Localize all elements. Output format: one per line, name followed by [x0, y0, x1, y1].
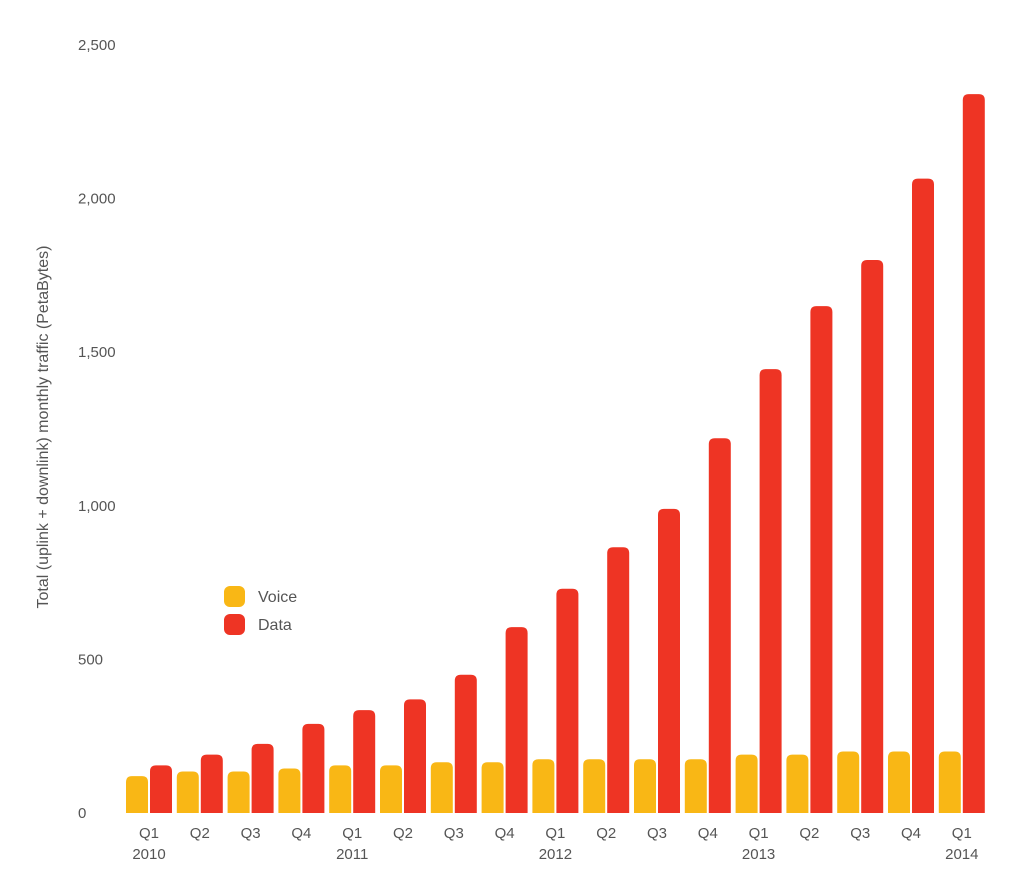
voice-bar [126, 776, 148, 813]
x-tick-label: Q4 [901, 825, 921, 842]
x-tick-label: Q1 [545, 825, 565, 842]
y-tick-label: 2,000 [78, 191, 116, 208]
data-bar [759, 369, 782, 813]
x-year-label: 2013 [742, 846, 775, 863]
data-bar [810, 306, 833, 813]
x-tick-label: Q2 [393, 825, 413, 842]
y-tick-label: 0 [78, 805, 86, 822]
data-bar [962, 94, 985, 814]
data-bar [912, 178, 934, 813]
voice-bar [634, 759, 656, 813]
y-tick-label: 1,500 [78, 344, 116, 361]
data-bar [200, 754, 223, 813]
voice-bar [176, 771, 199, 813]
x-axis-labels: Q1 2010 Q2 Q3 Q4 Q1 2011 Q2 Q3 Q4 Q1 2012 Q2 Q3 Q4 Q1 20… [132, 825, 978, 863]
voice-bar [532, 759, 555, 813]
voice-bar [583, 759, 606, 813]
voice-bar [786, 754, 809, 813]
voice-legend-swatch [224, 586, 245, 607]
data-bar [505, 627, 528, 813]
x-tick-label: Q3 [850, 825, 870, 842]
x-tick-label: Q1 [342, 825, 362, 842]
x-tick-label: Q2 [190, 825, 210, 842]
data-bar [454, 674, 477, 813]
voice-bar [837, 751, 860, 813]
voice-bar [430, 762, 453, 813]
x-year-label: 2012 [539, 846, 572, 863]
y-tick-label: 500 [78, 651, 103, 668]
y-tick-label: 2,500 [78, 37, 116, 54]
x-tick-label: Q1 [749, 825, 769, 842]
x-tick-label: Q4 [291, 825, 311, 842]
voice-bar [380, 765, 402, 813]
x-year-label: 2011 [336, 846, 368, 863]
x-tick-label: Q2 [596, 825, 616, 842]
data-legend-swatch [224, 614, 245, 635]
y-axis-ticks: 0 500 1,000 1,500 2,000 2,500 [78, 37, 116, 822]
data-bar [556, 588, 579, 813]
voice-bar [735, 754, 758, 813]
data-bar [861, 260, 884, 813]
data-bar [658, 508, 680, 813]
x-tick-label: Q4 [698, 825, 718, 842]
data-bar [708, 438, 731, 813]
voice-bar [278, 768, 301, 813]
y-axis-title: Total (uplink + downlink) monthly traffi… [35, 246, 52, 609]
x-year-label: 2010 [132, 846, 165, 863]
voice-bar [684, 759, 707, 813]
x-year-label: 2014 [945, 846, 978, 863]
x-tick-label: Q3 [241, 825, 261, 842]
x-tick-label: Q2 [799, 825, 819, 842]
voice-bar [481, 762, 504, 813]
voice-bar [888, 751, 910, 813]
voice-bar [938, 751, 961, 813]
x-tick-label: Q4 [495, 825, 515, 842]
data-bar [302, 723, 325, 813]
voice-bar [329, 765, 352, 813]
y-tick-label: 1,000 [78, 498, 116, 515]
legend: Voice Data [224, 586, 297, 635]
data-bar [150, 765, 172, 813]
bars [126, 94, 985, 814]
x-tick-label: Q3 [647, 825, 667, 842]
x-tick-label: Q3 [444, 825, 464, 842]
data-bar [251, 743, 274, 813]
data-bar [404, 699, 426, 813]
data-bar [607, 547, 630, 813]
voice-bar [227, 771, 250, 813]
data-legend-label: Data [258, 617, 292, 634]
x-tick-label: Q1 [139, 825, 159, 842]
data-bar [353, 710, 376, 813]
x-tick-label: Q1 [952, 825, 972, 842]
voice-legend-label: Voice [258, 589, 297, 606]
